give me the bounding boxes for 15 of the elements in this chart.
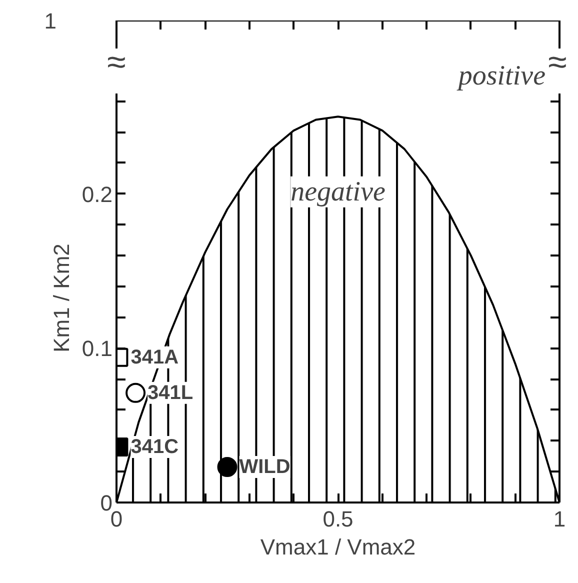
- text: positive: [456, 60, 546, 92]
- y-tick-label: 0: [100, 490, 113, 516]
- y-tick-label: 0.1: [82, 336, 113, 362]
- text: 1: [44, 8, 57, 34]
- y-tick-label: 0.2: [82, 182, 113, 207]
- series-label: 341A: [130, 346, 179, 368]
- series-label: 341C: [130, 436, 179, 458]
- annotation: negative: [290, 176, 386, 208]
- text: ≈: [107, 44, 126, 82]
- y-axis-title: Km1 / Km2: [48, 244, 74, 352]
- x-tick-label: 0.5: [322, 506, 354, 532]
- text: ≈: [548, 44, 567, 82]
- x-axis-title: Vmax1 / Vmax2: [260, 534, 416, 560]
- x-tick-label: 1: [553, 506, 566, 532]
- series-label: 341L: [148, 382, 194, 404]
